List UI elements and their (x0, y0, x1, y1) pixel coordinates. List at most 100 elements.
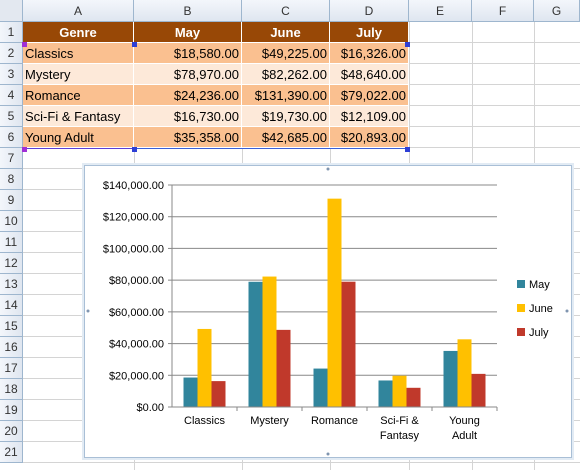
column-header-d[interactable]: D (330, 0, 409, 22)
bar-july-mystery (276, 329, 291, 407)
table-header-cell[interactable]: Genre (23, 22, 134, 43)
legend-swatch-july (517, 328, 525, 336)
column-header-f[interactable]: F (472, 0, 534, 22)
column-header-e[interactable]: E (409, 0, 472, 22)
bar-june-young-adult (457, 339, 472, 407)
x-category-label: Mystery (250, 415, 289, 427)
row-header-15[interactable]: 15 (0, 316, 23, 337)
sales-cell[interactable]: $24,236.00 (134, 85, 242, 106)
x-category-label: Young (449, 415, 480, 427)
bar-may-mystery (248, 281, 263, 407)
bar-july-romance (341, 281, 356, 407)
row-header-14[interactable]: 14 (0, 295, 23, 316)
sales-cell[interactable]: $131,390.00 (242, 85, 330, 106)
sales-cell[interactable]: $79,022.00 (330, 85, 409, 106)
sales-cell[interactable]: $49,225.00 (242, 43, 330, 64)
row-header-16[interactable]: 16 (0, 337, 23, 358)
chart-resize-handle (326, 452, 330, 456)
y-tick-label: $60,000.00 (109, 307, 164, 319)
column-header-g[interactable]: G (534, 0, 580, 22)
select-all-corner[interactable] (0, 0, 23, 22)
sales-cell[interactable]: $18,580.00 (134, 43, 242, 64)
row-header-2[interactable]: 2 (0, 43, 23, 64)
sales-cell[interactable]: $19,730.00 (242, 106, 330, 127)
genre-cell[interactable]: Young Adult (23, 127, 134, 148)
bar-june-classics (197, 328, 212, 407)
row-header-1[interactable]: 1 (0, 22, 23, 43)
bar-may-sci-fi-fantasy (378, 380, 393, 407)
row-header-8[interactable]: 8 (0, 169, 23, 190)
legend-label-july: July (529, 327, 549, 339)
row-header-4[interactable]: 4 (0, 85, 23, 106)
column-header-a[interactable]: A (23, 0, 134, 22)
genre-cell[interactable]: Sci-Fi & Fantasy (23, 106, 134, 127)
row-header-20[interactable]: 20 (0, 421, 23, 442)
row-header-12[interactable]: 12 (0, 253, 23, 274)
legend-swatch-june (517, 304, 525, 312)
table-header-cell[interactable]: May (134, 22, 242, 43)
sales-cell[interactable]: $16,326.00 (330, 43, 409, 64)
y-tick-label: $100,000.00 (103, 243, 164, 255)
row-header-3[interactable]: 3 (0, 64, 23, 85)
legend-swatch-may (517, 280, 525, 288)
y-tick-label: $140,000.00 (103, 180, 164, 192)
bar-may-romance (313, 368, 328, 407)
row-header-11[interactable]: 11 (0, 232, 23, 253)
row-header-17[interactable]: 17 (0, 358, 23, 379)
bar-july-young-adult (471, 373, 486, 407)
sales-cell[interactable]: $20,893.00 (330, 127, 409, 148)
row-header-19[interactable]: 19 (0, 400, 23, 421)
x-category-label: Adult (452, 430, 477, 442)
x-category-label: Sci-Fi & (380, 415, 419, 427)
chart-resize-handle (565, 309, 569, 313)
y-tick-label: $0.00 (136, 402, 164, 414)
selection-handle[interactable] (405, 147, 410, 152)
table-header-cell[interactable]: June (242, 22, 330, 43)
genre-cell[interactable]: Romance (23, 85, 134, 106)
bar-may-classics (183, 377, 198, 407)
row-header-7[interactable]: 7 (0, 148, 23, 169)
selection-handle[interactable] (22, 42, 27, 47)
table-header-cell[interactable]: July (330, 22, 409, 43)
bar-june-romance (327, 198, 342, 407)
row-header-10[interactable]: 10 (0, 211, 23, 232)
bar-may-young-adult (443, 350, 458, 407)
y-tick-label: $20,000.00 (109, 370, 164, 382)
column-header-b[interactable]: B (134, 0, 242, 22)
y-tick-label: $80,000.00 (109, 275, 164, 287)
sales-cell[interactable]: $16,730.00 (134, 106, 242, 127)
y-tick-label: $40,000.00 (109, 339, 164, 351)
bar-july-classics (211, 381, 226, 407)
sales-cell[interactable]: $12,109.00 (330, 106, 409, 127)
selection-handle[interactable] (132, 147, 137, 152)
row-header-13[interactable]: 13 (0, 274, 23, 295)
sales-cell[interactable]: $48,640.00 (330, 64, 409, 85)
bar-june-sci-fi-fantasy (392, 375, 407, 407)
column-header-c[interactable]: C (242, 0, 330, 22)
gridline-horizontal (23, 462, 580, 463)
bar-june-mystery (262, 276, 277, 407)
clustered-column-chart[interactable]: $0.00 $20,000.00 $40,000.00 $60,000.00 $80,0… (84, 165, 572, 458)
chart-resize-handle (326, 167, 330, 171)
sales-cell[interactable]: $82,262.00 (242, 64, 330, 85)
chart-resize-handle (86, 309, 90, 313)
row-header-21[interactable]: 21 (0, 442, 23, 463)
row-header-9[interactable]: 9 (0, 190, 23, 211)
sales-cell[interactable]: $35,358.00 (134, 127, 242, 148)
x-category-label: Classics (184, 415, 225, 427)
chart-plot-svg: $0.00 $20,000.00 $40,000.00 $60,000.00 $80,0… (86, 167, 569, 456)
legend-label-june: June (529, 303, 553, 315)
selection-handle[interactable] (22, 147, 27, 152)
selection-handle[interactable] (405, 42, 410, 47)
row-header-6[interactable]: 6 (0, 127, 23, 148)
genre-cell[interactable]: Classics (23, 43, 134, 64)
sales-cell[interactable]: $42,685.00 (242, 127, 330, 148)
genre-cell[interactable]: Mystery (23, 64, 134, 85)
bar-july-sci-fi-fantasy (406, 387, 421, 407)
row-header-5[interactable]: 5 (0, 106, 23, 127)
sales-cell[interactable]: $78,970.00 (134, 64, 242, 85)
row-header-18[interactable]: 18 (0, 379, 23, 400)
selection-handle[interactable] (132, 42, 137, 47)
y-tick-label: $120,000.00 (103, 212, 164, 224)
